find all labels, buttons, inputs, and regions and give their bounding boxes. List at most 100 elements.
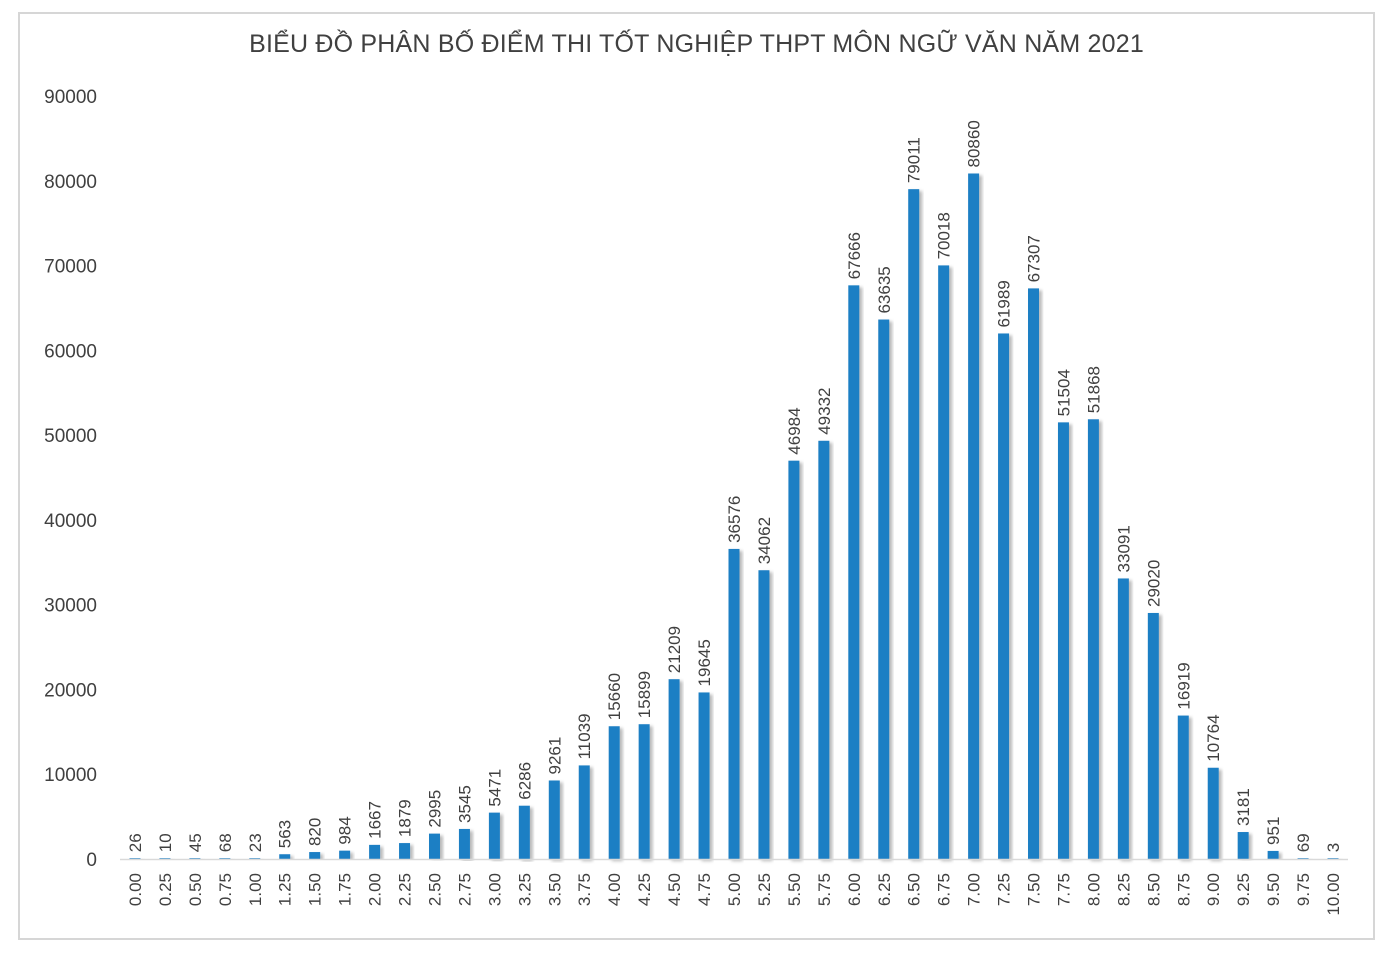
bar: [1147, 612, 1159, 859]
bar: [1057, 422, 1069, 859]
y-tick-label: 80000: [44, 172, 97, 193]
data-label: 6286: [515, 762, 534, 800]
x-tick-label: 5.75: [815, 873, 834, 906]
bar: [309, 852, 321, 859]
x-tick-label: 6.50: [905, 873, 924, 906]
chart-title: BIỂU ĐỒ PHÂN BỐ ĐIỂM THI TỐT NGHIỆP THPT…: [249, 30, 1144, 58]
x-tick-label: 2.25: [396, 873, 415, 906]
bar: [908, 189, 920, 859]
bar: [578, 765, 590, 859]
x-tick-label: 6.00: [845, 873, 864, 906]
y-tick-label: 30000: [44, 596, 97, 617]
bars: [129, 173, 1339, 860]
x-tick-label: 8.00: [1084, 873, 1103, 906]
data-label: 34062: [755, 517, 774, 564]
bar: [788, 460, 800, 859]
data-label: 79011: [905, 137, 924, 183]
bar: [1087, 419, 1099, 859]
data-label: 51504: [1054, 369, 1073, 416]
x-tick-label: 4.50: [665, 873, 684, 906]
x-tick-label: 8.50: [1144, 873, 1163, 906]
bar: [219, 858, 231, 859]
x-tick-label: 7.00: [965, 873, 984, 906]
x-tick-label: 7.75: [1054, 873, 1073, 906]
bar: [189, 858, 201, 859]
bar: [488, 812, 500, 859]
bar: [728, 548, 740, 859]
bar: [1297, 858, 1309, 859]
x-tick-label: 3.00: [485, 873, 504, 906]
x-tick-label: 4.00: [605, 873, 624, 906]
x-tick-label: 4.75: [695, 873, 714, 906]
bar: [129, 858, 141, 859]
data-label: 16919: [1174, 662, 1193, 709]
x-tick-label: 1.50: [306, 873, 325, 906]
data-label: 10: [156, 833, 175, 852]
x-tick-label: 8.75: [1174, 873, 1193, 906]
data-label: 9261: [545, 737, 564, 775]
bar: [458, 828, 470, 859]
bar: [1177, 715, 1189, 859]
bar: [698, 692, 710, 859]
data-label: 984: [336, 816, 355, 844]
data-label: 21209: [665, 626, 684, 673]
data-label: 33091: [1114, 525, 1133, 572]
data-label: 563: [276, 820, 295, 848]
bar: [638, 724, 650, 859]
data-label: 19645: [695, 639, 714, 686]
y-tick-label: 10000: [44, 765, 97, 786]
x-tick-label: 5.25: [755, 873, 774, 906]
bar: [998, 333, 1010, 860]
data-label: 67666: [845, 232, 864, 279]
data-label: 80860: [965, 120, 984, 167]
x-tick-label: 9.25: [1234, 873, 1253, 906]
x-tick-label: 9.50: [1264, 873, 1283, 906]
x-tick-label: 1.25: [276, 873, 295, 906]
bar: [1207, 767, 1219, 859]
x-tick-label: 0.00: [126, 873, 145, 906]
x-tick-label: 9.75: [1294, 873, 1313, 906]
data-label: 10764: [1204, 714, 1223, 761]
y-tick-label: 60000: [44, 341, 97, 362]
x-tick-label: 4.25: [635, 873, 654, 906]
data-label: 23: [246, 833, 265, 852]
x-tick-label: 7.25: [995, 873, 1014, 906]
data-label: 26: [126, 833, 145, 852]
data-label: 70018: [935, 212, 954, 259]
y-tick-label: 40000: [44, 511, 97, 532]
x-tick-label: 2.75: [455, 873, 474, 906]
x-tick-label: 9.00: [1204, 873, 1223, 906]
bar: [1267, 850, 1279, 859]
x-tick-label: 0.75: [216, 873, 235, 906]
data-label: 11039: [575, 713, 594, 759]
data-label: 2995: [425, 790, 444, 828]
x-tick-label: 2.50: [425, 873, 444, 906]
data-label: 3545: [455, 785, 474, 823]
bar: [968, 173, 980, 860]
y-tick-label: 70000: [44, 257, 97, 278]
data-label: 36576: [725, 496, 744, 543]
data-label: 15660: [605, 673, 624, 720]
x-tick-label: 1.00: [246, 873, 265, 906]
x-tick-label: 0.50: [186, 873, 205, 906]
data-label: 61989: [995, 280, 1014, 327]
data-label: 1667: [366, 801, 385, 839]
bar: [848, 285, 860, 860]
x-tick-label: 2.00: [366, 873, 385, 906]
bar: [878, 319, 890, 859]
data-label: 1879: [396, 799, 415, 837]
data-labels: 26 10 45 68 23 563 820 984 1667 1879 2995 3545 5471 6…: [126, 120, 1343, 852]
x-tick-label: 1.75: [336, 873, 355, 906]
bar: [758, 570, 770, 859]
bar: [818, 440, 830, 859]
x-tick-label: 7.50: [1025, 873, 1044, 906]
data-label: 820: [306, 818, 325, 846]
data-label: 63635: [875, 266, 894, 313]
x-tick-label: 6.25: [875, 873, 894, 906]
x-tick-label: 8.25: [1114, 873, 1133, 906]
bar: [1117, 578, 1129, 859]
x-axis: 0.00 0.25 0.50 0.75 1.00 1.25 1.50 1.75 2.00 2.25…: [120, 858, 1348, 916]
bar: [1028, 288, 1040, 859]
bar: [938, 265, 950, 859]
